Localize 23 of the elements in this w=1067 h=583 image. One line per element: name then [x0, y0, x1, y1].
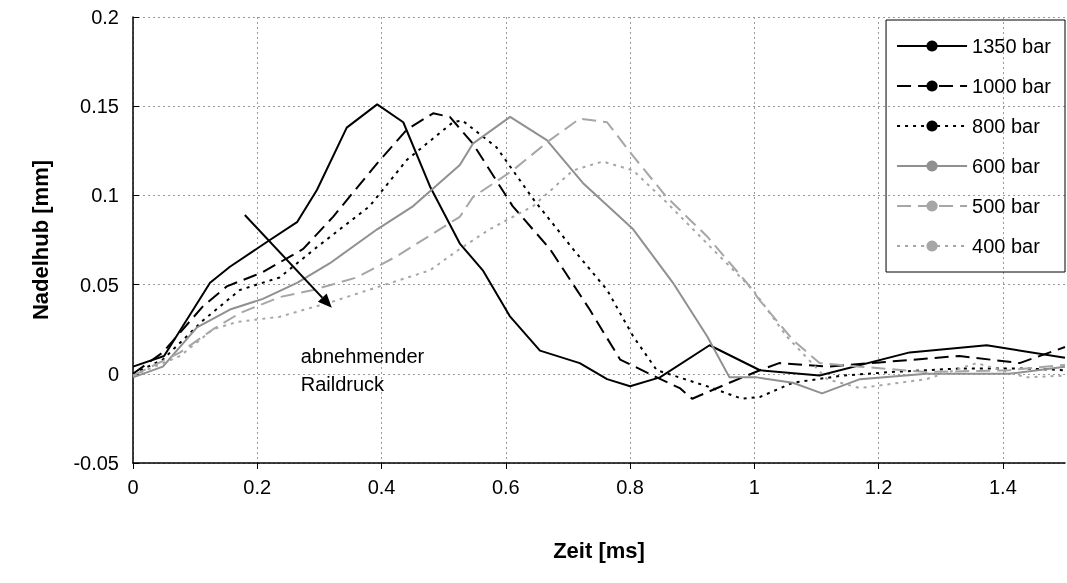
legend-label: 500 bar — [972, 195, 1041, 217]
x-tick-label: 0.4 — [367, 476, 396, 498]
legend-label: 400 bar — [972, 235, 1041, 257]
y-tick-label: -0.05 — [73, 452, 119, 474]
x-tick-label: 0 — [127, 476, 139, 498]
x-tick-label: 0.8 — [616, 476, 644, 498]
legend-label: 600 bar — [972, 155, 1041, 177]
x-tick-label: 1 — [748, 476, 760, 498]
legend-label: 1350 bar — [972, 35, 1052, 57]
y-axis-title: Nadelhub [mm] — [27, 159, 53, 321]
y-tick-label: 0.15 — [80, 95, 119, 118]
annotation: abnehmender Raildruck — [300, 345, 425, 396]
x-tick-label: 0.6 — [491, 476, 520, 498]
legend-label: 800 bar — [972, 115, 1041, 137]
x-axis-title: Zeit [ms] — [553, 537, 645, 563]
x-tick-label: 0.2 — [243, 476, 272, 498]
y-tick-label: 0 — [107, 362, 119, 385]
y-tick-label: 0.1 — [91, 184, 119, 207]
x-tick-label: 1.4 — [988, 476, 1017, 498]
y-tick-label: 0.2 — [91, 6, 119, 28]
x-tick-label: 1.2 — [864, 476, 893, 498]
legend-label: 1000 bar — [972, 75, 1052, 97]
y-tick-label: 0.05 — [80, 273, 119, 296]
